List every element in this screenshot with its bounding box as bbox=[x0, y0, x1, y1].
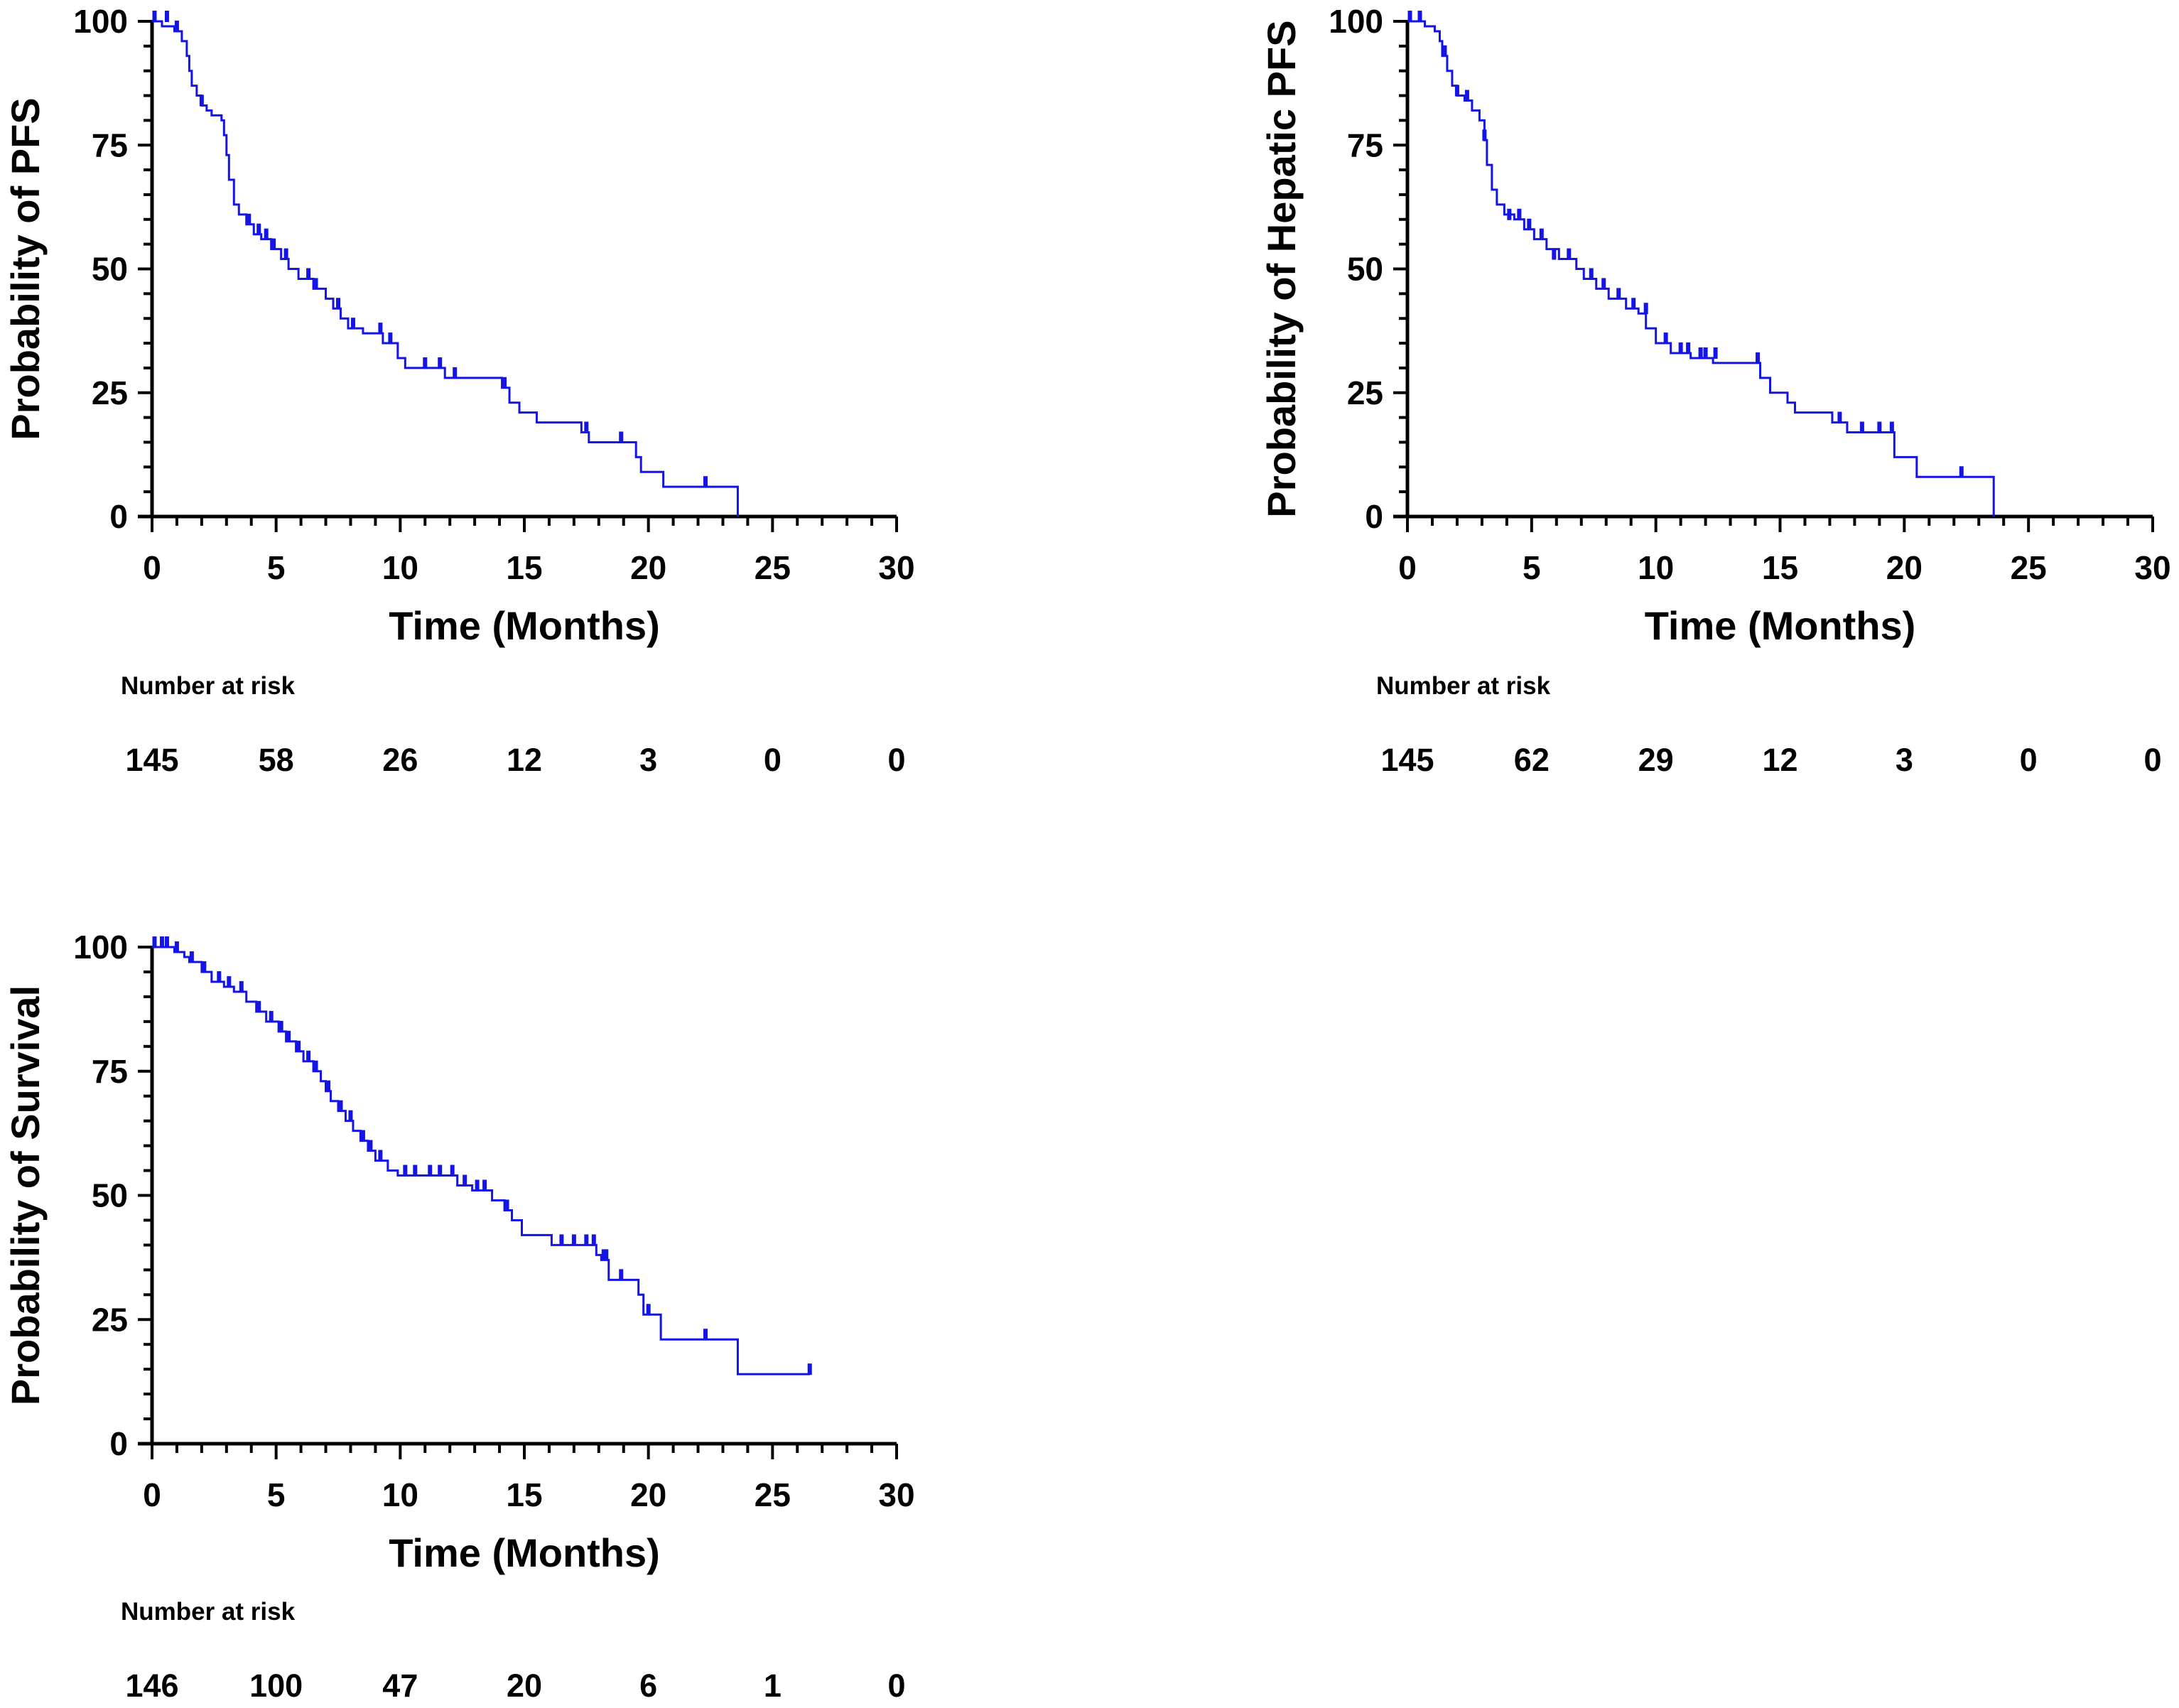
y-tick-label: 50 bbox=[92, 251, 128, 288]
x-tick-label: 15 bbox=[506, 1476, 542, 1513]
x-tick-label: 0 bbox=[143, 549, 161, 586]
x-tick-label: 15 bbox=[1762, 549, 1798, 586]
number-at-risk-title: Number at risk bbox=[121, 672, 296, 700]
y-tick-label: 75 bbox=[1347, 126, 1383, 163]
y-axis-title: Probability of Hepatic PFS bbox=[1259, 20, 1304, 517]
x-tick-label: 25 bbox=[755, 549, 791, 586]
y-tick-label: 0 bbox=[109, 1425, 128, 1462]
x-tick-label: 15 bbox=[506, 549, 542, 586]
number-at-risk-value: 3 bbox=[639, 742, 657, 778]
y-tick-label: 25 bbox=[92, 374, 128, 411]
x-tick-label: 5 bbox=[267, 549, 286, 586]
number-at-risk-value: 26 bbox=[382, 742, 418, 778]
number-at-risk-value: 0 bbox=[2020, 742, 2038, 778]
y-axis-title: Probability of Survival bbox=[3, 985, 48, 1405]
number-at-risk-value: 3 bbox=[1896, 742, 1913, 778]
number-at-risk-value: 0 bbox=[764, 742, 782, 778]
number-at-risk-value: 146 bbox=[125, 1668, 178, 1704]
number-at-risk-value: 100 bbox=[249, 1668, 303, 1704]
x-tick-label: 5 bbox=[267, 1476, 286, 1513]
number-at-risk-value: 0 bbox=[887, 1668, 905, 1704]
x-tick-label: 10 bbox=[1638, 549, 1674, 586]
y-tick-label: 75 bbox=[92, 126, 128, 163]
x-tick-label: 10 bbox=[382, 1476, 418, 1513]
x-tick-label: 20 bbox=[630, 1476, 666, 1513]
number-at-risk-value: 20 bbox=[507, 1668, 542, 1704]
y-tick-label: 75 bbox=[92, 1053, 128, 1090]
number-at-risk-value: 145 bbox=[1380, 742, 1434, 778]
number-at-risk-value: 6 bbox=[639, 1668, 657, 1704]
number-at-risk-value: 47 bbox=[382, 1668, 418, 1704]
y-tick-label: 100 bbox=[1329, 3, 1383, 40]
number-at-risk-value: 12 bbox=[1762, 742, 1797, 778]
km-survival-curve bbox=[152, 946, 810, 1375]
x-tick-label: 10 bbox=[382, 549, 418, 586]
y-tick-label: 100 bbox=[73, 929, 128, 966]
km-survival-curve bbox=[1407, 20, 1995, 517]
km-survival-curve bbox=[152, 20, 739, 517]
number-at-risk-value: 0 bbox=[887, 742, 905, 778]
number-at-risk-title: Number at risk bbox=[1376, 672, 1551, 700]
y-tick-label: 0 bbox=[109, 498, 128, 535]
y-tick-label: 25 bbox=[1347, 374, 1383, 411]
x-tick-label: 20 bbox=[630, 549, 666, 586]
number-at-risk-value: 145 bbox=[125, 742, 178, 778]
y-tick-label: 50 bbox=[1347, 251, 1383, 288]
x-tick-label: 0 bbox=[143, 1476, 161, 1513]
number-at-risk-value: 0 bbox=[2143, 742, 2161, 778]
x-tick-label: 5 bbox=[1523, 549, 1541, 586]
x-axis-title: Time (Months) bbox=[389, 1530, 660, 1575]
number-at-risk-value: 58 bbox=[259, 742, 294, 778]
number-at-risk-value: 62 bbox=[1514, 742, 1550, 778]
x-tick-label: 30 bbox=[2134, 549, 2170, 586]
x-tick-label: 25 bbox=[2011, 549, 2047, 586]
number-at-risk-value: 12 bbox=[507, 742, 542, 778]
number-at-risk-value: 1 bbox=[764, 1668, 782, 1704]
x-tick-label: 30 bbox=[878, 549, 914, 586]
x-axis-title: Time (Months) bbox=[389, 603, 660, 648]
y-tick-label: 25 bbox=[92, 1301, 128, 1338]
x-axis-title: Time (Months) bbox=[1645, 603, 1916, 648]
number-at-risk-value: 29 bbox=[1638, 742, 1674, 778]
x-tick-label: 0 bbox=[1398, 549, 1417, 586]
x-tick-label: 30 bbox=[878, 1476, 914, 1513]
y-tick-label: 0 bbox=[1365, 498, 1383, 535]
y-tick-label: 100 bbox=[73, 3, 128, 40]
x-tick-label: 20 bbox=[1886, 549, 1923, 586]
number-at-risk-title: Number at risk bbox=[121, 1598, 296, 1626]
y-tick-label: 50 bbox=[92, 1177, 128, 1214]
y-axis-title: Probability of PFS bbox=[3, 97, 48, 440]
x-tick-label: 25 bbox=[755, 1476, 791, 1513]
